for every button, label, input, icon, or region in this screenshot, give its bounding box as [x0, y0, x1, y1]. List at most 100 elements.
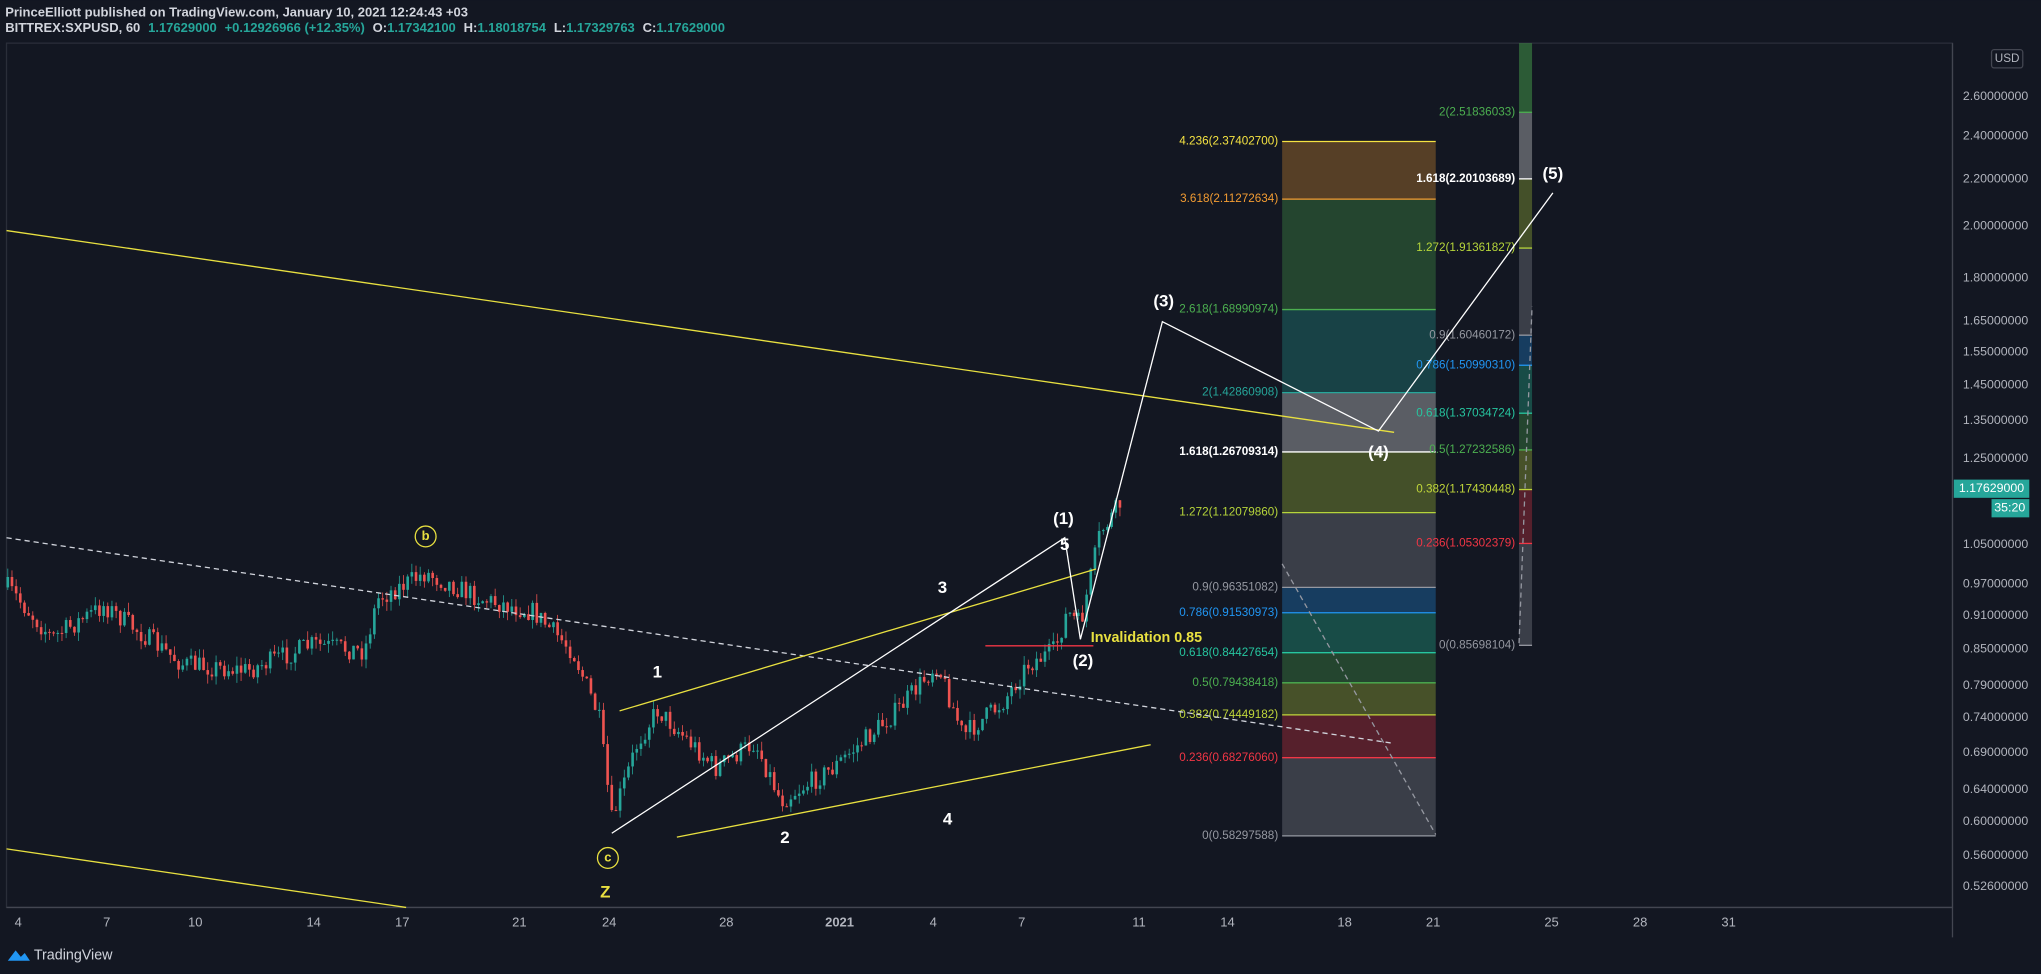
trend-line: [6, 848, 407, 909]
fib-zone: [1282, 652, 1436, 683]
candle-body: [656, 709, 659, 717]
candle-body: [423, 574, 426, 582]
wave-label: Z: [600, 883, 610, 902]
price-label: 1.25000000: [1963, 451, 2028, 465]
candle-body: [1093, 547, 1097, 569]
annotation: Invalidation 0.85: [1091, 630, 1202, 646]
fib-zone: [1282, 757, 1436, 836]
candle-body: [868, 729, 872, 742]
candle-body: [822, 767, 826, 786]
candle-body: [652, 709, 655, 728]
candle-body: [239, 665, 243, 673]
candle-body: [902, 703, 905, 708]
trend-line: [6, 229, 1395, 433]
candle-body: [560, 635, 564, 641]
candle-body: [364, 643, 368, 660]
fib-zone: [1282, 199, 1436, 310]
wave-label: (2): [1073, 651, 1094, 670]
candle-body: [348, 651, 351, 660]
candle-body: [906, 690, 909, 708]
candle-body: [77, 618, 80, 633]
candle-body: [260, 665, 264, 667]
candle-body: [622, 777, 626, 789]
candle-body: [1089, 568, 1093, 595]
fib-zone: [1282, 141, 1436, 200]
currency-box: [1990, 48, 2024, 69]
candle-body: [381, 598, 384, 600]
date-label: 14: [306, 914, 320, 929]
candle-body: [39, 627, 43, 635]
candle-body: [718, 762, 722, 776]
fib-zone: [1519, 43, 1533, 113]
wave-label: (1): [1053, 509, 1074, 528]
candle-body: [89, 610, 93, 612]
candle-body: [23, 602, 26, 614]
candle-body: [114, 606, 118, 611]
header-value: 1.17329763: [566, 20, 635, 35]
candle-body: [368, 634, 372, 644]
candle-body: [1043, 651, 1047, 662]
candle-body: [235, 665, 239, 674]
wave-label: (5): [1543, 164, 1564, 183]
candle-body: [177, 661, 180, 670]
candle-body: [93, 605, 97, 611]
candle-body: [398, 583, 401, 600]
candle-body: [952, 707, 955, 709]
candle-body: [1114, 500, 1118, 513]
candle-body: [85, 611, 89, 620]
candle-body: [218, 662, 222, 666]
candle-body: [1002, 709, 1005, 711]
candle-body: [739, 743, 743, 762]
candle-body: [960, 720, 963, 726]
candle-body: [27, 613, 30, 616]
candle-body: [498, 605, 501, 612]
price-label: 0.52600000: [1963, 879, 2028, 893]
candle-body: [827, 767, 830, 770]
header-value: BITTREX:SXPUSD, 60: [5, 20, 140, 35]
candle-body: [356, 645, 359, 649]
price-label: 1.65000000: [1963, 314, 2028, 328]
price-label: 1.80000000: [1963, 271, 2028, 285]
candle-body: [835, 760, 839, 775]
candle-body: [227, 671, 230, 677]
candle-body: [143, 641, 147, 645]
wave-label: c: [604, 849, 611, 864]
candle-body: [464, 581, 468, 599]
candle-body: [556, 622, 559, 636]
candle-body: [722, 755, 726, 763]
candle-body: [35, 619, 39, 628]
current-price: 1.17629000: [1959, 481, 2024, 495]
candle-body: [789, 799, 793, 807]
fib-label: 0.618(0.84427654): [1179, 646, 1278, 659]
candle-body: [1085, 594, 1088, 622]
candle-body: [281, 647, 285, 653]
fib-zone: [1519, 178, 1533, 249]
candle-body: [285, 647, 289, 664]
candle-body: [881, 719, 884, 727]
logo-icon: [7, 950, 30, 961]
fib-zone: [1282, 451, 1436, 513]
candle-body: [893, 702, 897, 726]
wave-circle: [414, 525, 437, 548]
fib-trend: [1518, 306, 1533, 644]
fib-zone: [1282, 392, 1436, 452]
fib-zone: [1282, 309, 1436, 393]
candle-body: [418, 574, 422, 581]
candle-body: [106, 606, 110, 618]
candle-body: [639, 743, 643, 749]
candle-body: [743, 742, 747, 744]
candle-body: [410, 572, 414, 577]
candle-body: [523, 614, 526, 618]
candle-body: [302, 639, 305, 641]
current-price-badge: [1953, 479, 2030, 498]
price-label: 0.74000000: [1963, 710, 2028, 724]
symbol-line: BITTREX:SXPUSD, 60 1.17629000 +0.12926966 …: [5, 20, 725, 35]
candle-body: [710, 756, 714, 762]
candle-body: [1081, 612, 1084, 622]
candle-body: [139, 631, 143, 642]
candle-body: [1031, 668, 1034, 671]
candle-body: [214, 662, 218, 677]
fib-label: 4.236(2.37402700): [1179, 135, 1278, 148]
candle-body: [331, 639, 335, 641]
